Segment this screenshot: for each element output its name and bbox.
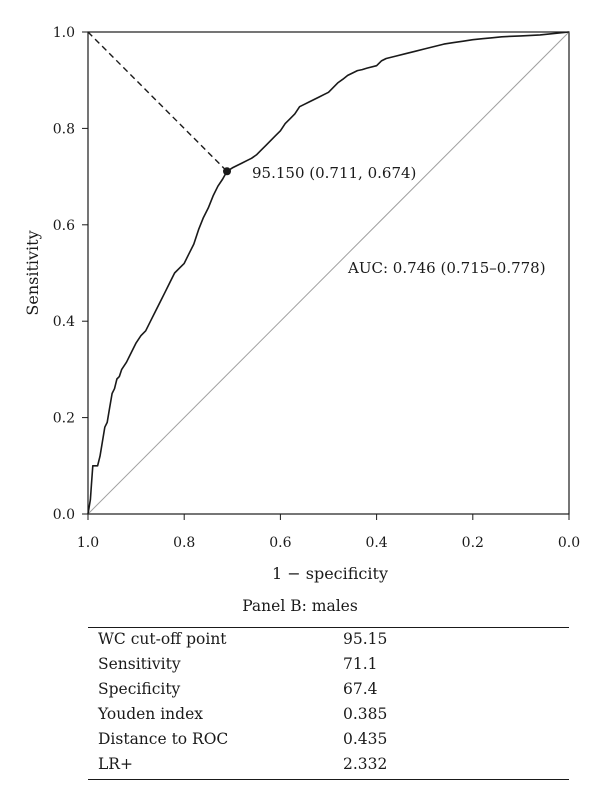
y-tick-label: 0.0 <box>53 507 75 523</box>
plot-frame <box>87 31 570 515</box>
table-top-rule <box>88 627 569 628</box>
y-tick-label: 0.2 <box>53 411 75 427</box>
x-axis-label: 1 − specificity <box>272 564 388 583</box>
row-value: 67.4 <box>343 680 378 698</box>
y-tick-label: 1.0 <box>53 25 75 41</box>
table-row: Specificity 67.4 <box>88 677 569 702</box>
row-label: Sensitivity <box>98 655 181 673</box>
table-row: Distance to ROC 0.435 <box>88 727 569 752</box>
x-tick-label: 0.0 <box>558 535 580 551</box>
row-label: Specificity <box>98 680 181 698</box>
x-tick-label: 0.8 <box>173 535 195 551</box>
x-tick-label: 0.2 <box>462 535 484 551</box>
row-value: 2.332 <box>343 755 388 773</box>
x-tick-label: 1.0 <box>77 535 99 551</box>
x-tick-label: 0.6 <box>269 535 291 551</box>
y-tick-label: 0.6 <box>53 218 75 234</box>
row-value: 95.15 <box>343 630 388 648</box>
row-value: 0.385 <box>343 705 388 723</box>
table-row: LR+ 2.332 <box>88 752 569 777</box>
x-tick-label: 0.4 <box>365 535 387 551</box>
table-bottom-rule <box>88 779 569 780</box>
row-value: 71.1 <box>343 655 378 673</box>
optimal-cutoff-point <box>223 167 232 176</box>
table-row: WC cut-off point 95.15 <box>88 627 569 652</box>
table-row: Youden index 0.385 <box>88 702 569 727</box>
y-axis-label: Sensitivity <box>23 230 42 315</box>
y-tick-label: 0.4 <box>53 314 75 330</box>
row-label: LR+ <box>98 755 133 773</box>
distance-dashed-line <box>87 31 228 172</box>
roc-chart: 1.0 0.8 0.6 0.4 0.2 0.0 0.0 0.2 0.4 0.6 0.8 1.0 1 … <box>23 25 580 583</box>
table-row: Sensitivity 71.1 <box>88 652 569 677</box>
stats-table: WC cut-off point 95.15 Sensitivity 71.1 Spec… <box>88 627 569 777</box>
y-tick-label: 0.8 <box>53 121 75 137</box>
optimal-point-label: 95.150 (0.711, 0.674) <box>252 164 416 182</box>
row-label: WC cut-off point <box>98 630 227 648</box>
row-label: Distance to ROC <box>98 730 229 748</box>
reference-diagonal-line <box>87 31 570 515</box>
row-value: 0.435 <box>343 730 388 748</box>
table-title: Panel B: males <box>242 597 358 615</box>
auc-annotation: AUC: 0.746 (0.715–0.778) <box>347 259 546 277</box>
row-label: Youden index <box>98 705 203 723</box>
roc-curve-line <box>87 31 570 515</box>
